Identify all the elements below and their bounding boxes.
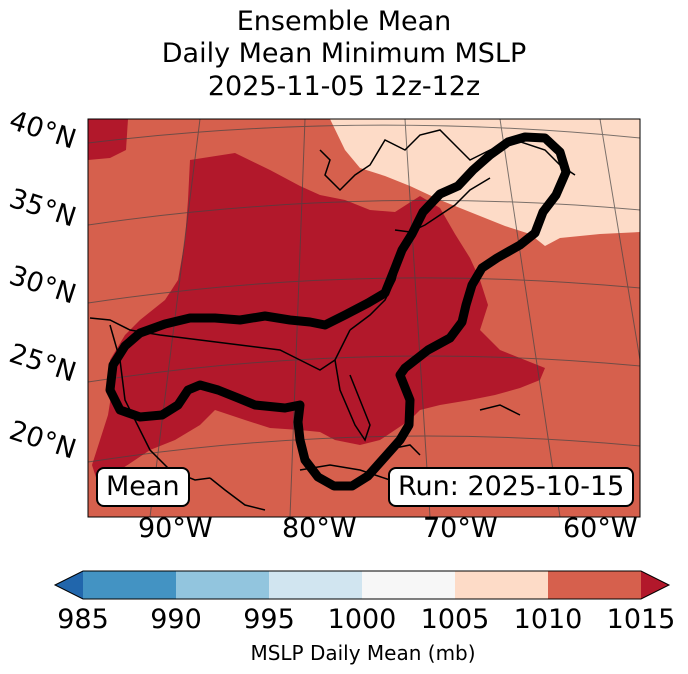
colorbar-segment	[176, 571, 269, 599]
colorbar-segment	[362, 571, 455, 599]
field-deep-low-nw	[88, 119, 128, 160]
lon-label-90: 90°W	[138, 513, 213, 544]
lon-label-70: 70°W	[423, 513, 498, 544]
colorbar-segment	[83, 571, 176, 599]
run-date-tag: Run: 2025-10-15	[388, 467, 635, 507]
contour-outline	[105, 132, 571, 491]
colorbar-over-arrow	[641, 571, 669, 599]
cbar-tick-1015: 1015	[606, 604, 676, 635]
colorbar-segment	[269, 571, 362, 599]
colorbar-label: MSLP Daily Mean (mb)	[250, 641, 476, 665]
colorbar-under-arrow	[55, 571, 83, 599]
colorbar-outline	[53, 570, 671, 600]
title-line-2: Daily Mean Minimum MSLP	[161, 38, 527, 69]
colorbar-segment	[548, 571, 641, 599]
title-line-3: 2025-11-05 12z-12z	[207, 71, 481, 102]
cbar-tick-1000: 1000	[327, 604, 397, 635]
cbar-tick-1010: 1010	[513, 604, 583, 635]
title-line-1: Ensemble Mean	[236, 6, 452, 37]
cbar-tick-1005: 1005	[420, 604, 490, 635]
cbar-tick-995: 995	[243, 604, 295, 635]
cbar-tick-985: 985	[57, 604, 109, 635]
colorbar-segment	[455, 571, 548, 599]
lon-label-60: 60°W	[563, 513, 638, 544]
cbar-tick-990: 990	[150, 604, 202, 635]
lon-label-80: 80°W	[282, 513, 357, 544]
mean-tag: Mean	[96, 467, 190, 507]
